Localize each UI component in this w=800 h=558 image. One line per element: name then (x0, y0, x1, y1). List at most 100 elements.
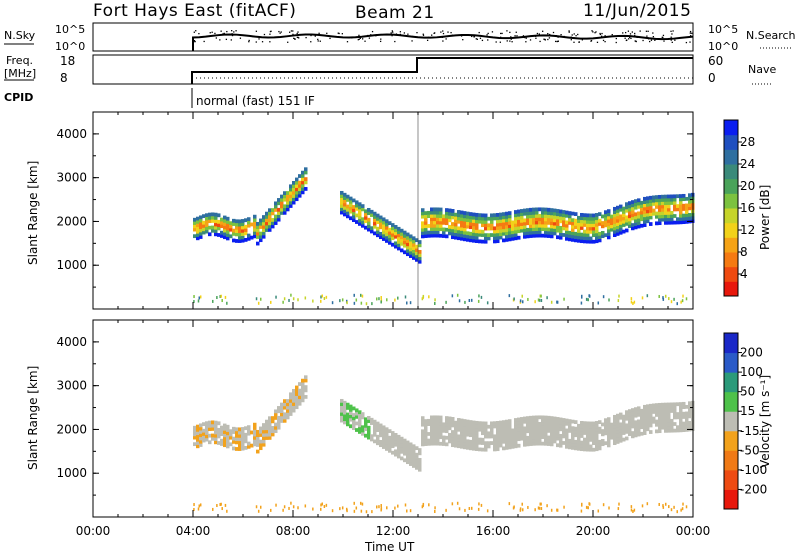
velocity-cell (197, 507, 200, 511)
power-cell (208, 232, 212, 237)
velocity-cell (409, 445, 413, 450)
power-cell (640, 204, 644, 208)
power-cell (607, 235, 611, 240)
velocity-cell (412, 454, 416, 458)
velocity-cell (380, 504, 382, 508)
power-cell (589, 239, 593, 244)
power-cell (454, 219, 458, 224)
power-cell (532, 227, 536, 232)
power-cell (565, 220, 569, 225)
velocity-cell (511, 438, 515, 443)
power-cell (214, 222, 218, 227)
power-cell (682, 207, 686, 211)
velocity-cell (385, 443, 389, 448)
velocity-cell (592, 431, 596, 436)
velocity-cell (448, 432, 452, 437)
power-cell (208, 215, 212, 220)
velocity-cell (628, 425, 632, 430)
velocity-cell (406, 443, 410, 448)
velocity-cell (295, 401, 299, 406)
velocity-cell (556, 436, 560, 441)
power-cell (256, 235, 260, 239)
velocity-cell (475, 440, 479, 445)
power-cell (643, 213, 647, 218)
velocity-cell (520, 426, 524, 431)
velocity-cell (286, 405, 290, 410)
noise-point (261, 41, 264, 43)
noise-point (287, 41, 289, 43)
power-cell (649, 195, 653, 200)
power-cell (451, 294, 454, 298)
velocity-cell (211, 427, 215, 431)
velocity-cell (532, 432, 536, 436)
frequency-trace (191, 57, 693, 84)
velocity-cell (673, 422, 677, 426)
power-cell (574, 222, 578, 226)
power-cell (380, 296, 382, 300)
power-cell (463, 217, 467, 222)
power-cell (628, 201, 632, 205)
velocity-cell (607, 433, 611, 438)
power-cell (202, 227, 206, 232)
noise-point (370, 34, 372, 36)
power-cell (283, 297, 286, 301)
velocity-cell (274, 422, 278, 427)
velocity-cell (685, 424, 689, 429)
power-cell (208, 212, 212, 217)
velocity-cell (463, 428, 467, 433)
velocity-cell (415, 446, 419, 451)
velocity-cell (460, 435, 464, 439)
velocity-cell (295, 405, 299, 410)
velocity-cell (271, 426, 275, 430)
velocity-cell (412, 450, 416, 455)
velocity-cell (349, 411, 353, 415)
power-cell (257, 301, 260, 305)
velocity-cell (235, 447, 239, 451)
power-cell (628, 217, 632, 222)
power-cell (680, 300, 682, 304)
velocity-cell (400, 443, 404, 448)
power-cell (550, 211, 554, 216)
velocity-cell (496, 420, 500, 425)
noise-point (611, 33, 613, 36)
noise-point (536, 35, 538, 37)
velocity-cell (637, 429, 641, 434)
velocity-cell (520, 423, 524, 428)
power-cell (547, 207, 551, 212)
power-cell (613, 210, 617, 215)
noise-point (375, 35, 377, 37)
power-cell (349, 196, 353, 201)
velocity-cell (220, 428, 224, 433)
power-cell (616, 212, 620, 217)
velocity-cell (514, 444, 518, 449)
noise-point (294, 38, 296, 40)
velocity-cell (217, 441, 221, 445)
velocity-cell (352, 426, 356, 431)
power-cell (577, 232, 581, 237)
power-cell (529, 214, 533, 219)
noise-point (407, 33, 409, 35)
velocity-cell (422, 502, 425, 506)
power-cell (595, 222, 599, 227)
power-cell (562, 210, 566, 214)
velocity-cell (451, 430, 455, 434)
power-cell (238, 222, 242, 227)
velocity-cell (682, 424, 686, 429)
velocity-cell (618, 502, 620, 506)
velocity-cell (661, 412, 665, 417)
power-cell (477, 299, 480, 303)
velocity-cell (361, 425, 365, 430)
noise-point (549, 33, 551, 36)
velocity-cell (649, 420, 653, 425)
power-cell (397, 226, 401, 231)
power-cell (670, 201, 674, 205)
power-cell (376, 233, 380, 238)
power-cell (688, 216, 692, 221)
velocity-cell (583, 444, 587, 449)
colorbar-swatch (724, 222, 738, 238)
power-cell (580, 212, 584, 217)
y-tick-label: 4000 (56, 335, 87, 349)
noise-point (394, 40, 396, 43)
power-cell (382, 224, 386, 228)
velocity-cell (652, 403, 656, 408)
